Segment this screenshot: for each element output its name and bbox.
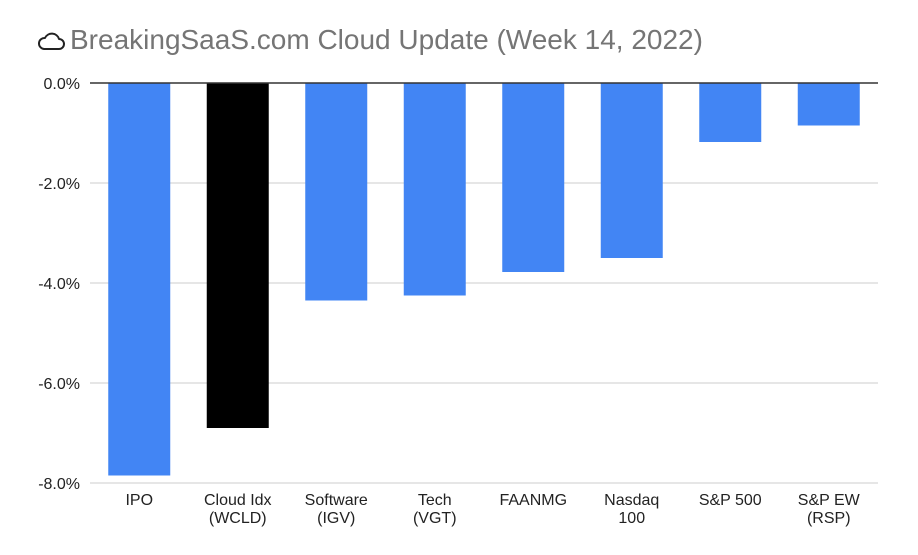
- chart-title: BreakingSaaS.com Cloud Update (Week 14, …: [70, 24, 703, 55]
- y-tick-label: -8.0%: [38, 476, 80, 493]
- x-tick-label: Tech: [418, 492, 452, 509]
- x-tick-label: Nasdaq: [604, 492, 659, 509]
- y-tick-label: -6.0%: [38, 376, 80, 393]
- x-tick-label: (WCLD): [209, 510, 267, 527]
- bar: [206, 83, 269, 428]
- bar: [403, 83, 466, 296]
- x-tick-label: S&P 500: [699, 492, 762, 509]
- x-tick-label: (RSP): [807, 510, 851, 527]
- bar: [108, 83, 171, 476]
- x-tick-label: (VGT): [413, 510, 457, 527]
- x-tick-label: 100: [618, 510, 645, 527]
- x-tick-label: (IGV): [317, 510, 355, 527]
- bar: [797, 83, 860, 126]
- x-tick-label: S&P EW: [798, 492, 861, 509]
- x-tick-label: FAANMG: [499, 492, 567, 509]
- y-tick-label: -2.0%: [38, 176, 80, 193]
- y-tick-label: -4.0%: [38, 276, 80, 293]
- bar: [305, 83, 368, 301]
- y-tick-label: 0.0%: [44, 76, 80, 93]
- chart-title-row: BreakingSaaS.com Cloud Update (Week 14, …: [36, 20, 703, 60]
- bar: [600, 83, 663, 258]
- bar: [699, 83, 762, 142]
- x-tick-label: Software: [305, 492, 368, 509]
- bar: [502, 83, 565, 272]
- x-tick-label: Cloud Idx: [204, 492, 272, 509]
- cloud-outline-icon: [38, 32, 65, 50]
- x-tick-label: IPO: [125, 492, 153, 509]
